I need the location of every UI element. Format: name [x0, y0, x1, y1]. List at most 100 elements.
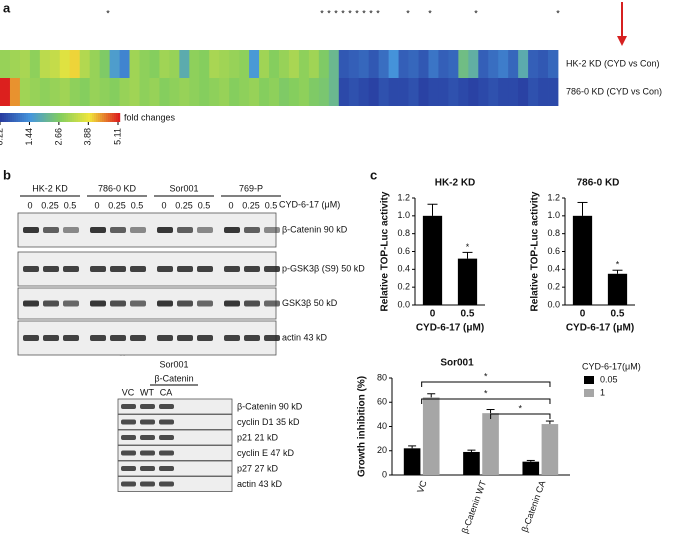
colorbar-cell	[68, 113, 71, 122]
colorbar-cell	[84, 113, 87, 122]
heatmap-cell	[318, 50, 330, 78]
blot-row-label: p27 27 kD	[237, 463, 279, 473]
heatmap-cell	[79, 50, 91, 78]
heatmap-cell	[298, 78, 310, 106]
colorbar-cell	[82, 113, 85, 122]
heatmap-cell	[149, 78, 160, 106]
blot-frame	[117, 445, 233, 461]
y-tick-label: 60	[377, 397, 387, 407]
y-tick-label: 0.8	[547, 228, 560, 238]
colorbar-cell	[88, 113, 91, 122]
blot-row-label: β-Catenin 90 kD	[237, 401, 303, 411]
dose-label: 0.25	[242, 200, 260, 210]
lane-label: CA	[160, 387, 173, 397]
dose-label: 0	[228, 200, 233, 210]
heatmap-cell	[368, 50, 380, 78]
heatmap-cell	[438, 50, 449, 78]
heatmap-cell	[99, 50, 111, 78]
heatmap-cell	[39, 78, 51, 106]
colorbar-cell	[54, 113, 57, 122]
x-axis-label: CYD-6-17 (μM)	[566, 323, 634, 334]
construct: β-Catenin	[154, 373, 193, 383]
heatmap-cell	[249, 78, 260, 106]
blot-band	[130, 227, 146, 233]
colorbar-cell	[22, 113, 25, 122]
lane-label: WT	[140, 387, 154, 397]
heatmap-cell	[239, 78, 250, 106]
colorbar-cell	[80, 113, 83, 122]
heatmap-cell	[488, 78, 499, 106]
colorbar-cell	[64, 113, 67, 122]
colorbar-cell	[0, 113, 3, 122]
heatmap-cell	[378, 50, 390, 78]
chart-title: Sor001	[440, 358, 474, 369]
blot-band	[140, 450, 155, 456]
blot-band	[244, 266, 260, 272]
heatmap-cell	[29, 78, 41, 106]
heatmap-cell	[49, 78, 61, 106]
heatmap-cell	[428, 50, 439, 78]
heatmap-cell	[89, 50, 101, 78]
y-tick-label: 40	[377, 421, 387, 431]
heatmap-cell	[149, 50, 160, 78]
blot-band	[110, 266, 126, 272]
y-tick-label: 1.0	[397, 210, 410, 220]
heatmap-cell	[279, 78, 290, 106]
heatmap-cell	[508, 50, 519, 78]
colorbar-cell	[96, 113, 99, 122]
row-label: 786-0 KD (CYD vs Con)	[566, 86, 662, 96]
heatmap-cell	[538, 50, 549, 78]
colorbar-cell	[94, 113, 97, 122]
y-axis-label: Relative TOP-Luc activity	[530, 191, 541, 311]
heatmap-cell	[269, 50, 280, 78]
colorbar-cell	[72, 113, 75, 122]
blot-band	[159, 481, 174, 487]
heatmap-cell	[219, 50, 230, 78]
blot-band	[177, 335, 193, 341]
blot-band	[159, 435, 174, 440]
colorbar-cell	[108, 113, 111, 122]
colorbar-cell	[10, 113, 13, 122]
heatmap-cell	[29, 50, 41, 78]
significance-bracket	[421, 398, 551, 404]
heatmap-cell	[169, 78, 180, 106]
dose-label: 0.5	[265, 200, 278, 210]
heatmap-cell	[358, 78, 370, 106]
heatmap-cell	[259, 50, 270, 78]
colorbar-cell	[12, 113, 15, 122]
heatmap-cell	[219, 78, 230, 106]
heatmap-cell	[249, 50, 260, 78]
bar	[457, 258, 478, 305]
heatmap-cell	[139, 78, 150, 106]
y-tick-label: 1.2	[547, 192, 560, 202]
heatmap-cell	[298, 50, 310, 78]
blot-band	[43, 227, 59, 233]
heatmap-cell	[0, 78, 11, 106]
colorbar-cell	[20, 113, 23, 122]
blot-band	[121, 466, 136, 471]
heatmap-cell	[408, 50, 419, 78]
heatmap-cell	[348, 50, 360, 78]
blot-band	[140, 466, 155, 471]
significance-mark: *	[355, 8, 359, 18]
colorbar-tick-label: 1.44	[24, 128, 34, 146]
heatmap-cell	[428, 78, 439, 106]
chart-title: HK-2 KD	[435, 178, 476, 189]
colorbar-cell	[112, 113, 115, 122]
colorbar-label: fold changes	[124, 112, 176, 122]
blot-band	[224, 227, 240, 233]
dose-label: 0.5	[64, 200, 77, 210]
panel-label: b	[3, 167, 11, 182]
colorbar-cell	[26, 113, 29, 122]
x-tick-label: VC	[415, 479, 429, 495]
heatmap-cell	[458, 78, 469, 106]
colorbar-cell	[116, 113, 119, 122]
blot-band	[130, 335, 146, 341]
x-tick-label: β-Catenin WT	[460, 479, 489, 534]
heatmap-cell	[458, 50, 469, 78]
heatmap-cell	[239, 50, 250, 78]
blot-band	[159, 466, 174, 471]
colorbar-cell	[78, 113, 81, 122]
chart-title: 786-0 KD	[577, 178, 620, 189]
significance-mark: *	[466, 242, 470, 252]
